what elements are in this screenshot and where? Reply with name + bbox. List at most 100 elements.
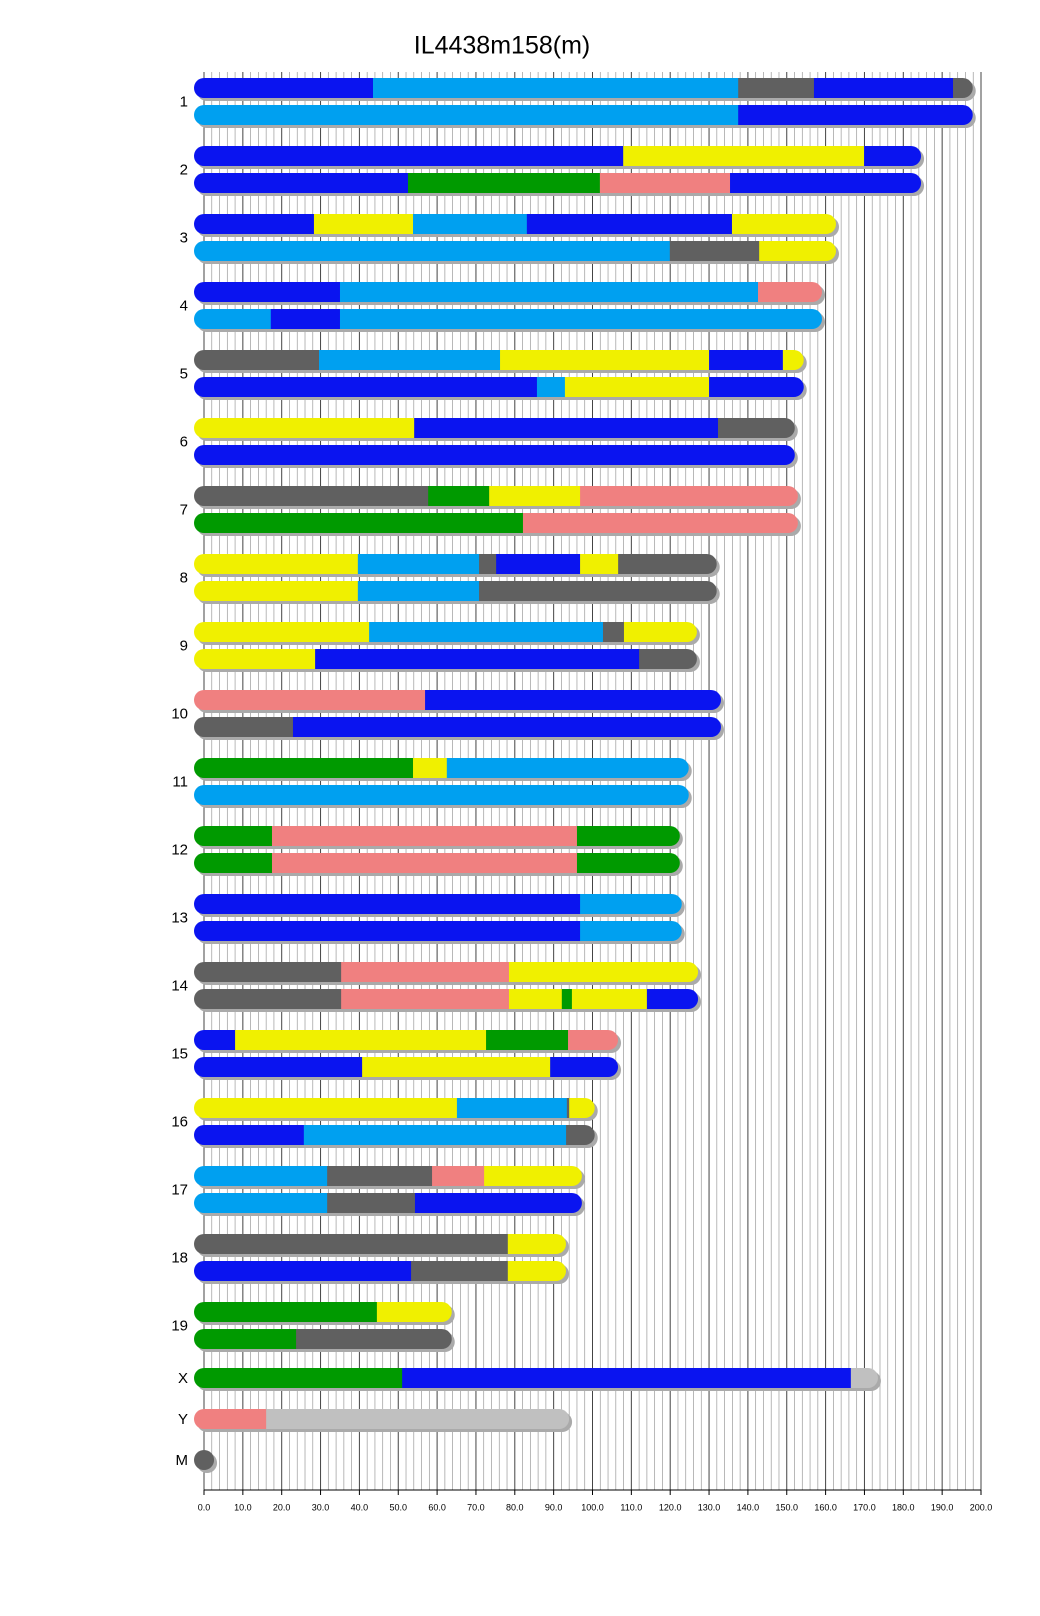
segment bbox=[194, 785, 689, 805]
segment bbox=[194, 989, 342, 1009]
haplotype-bar bbox=[194, 105, 973, 125]
segment bbox=[507, 1261, 566, 1281]
segment bbox=[731, 214, 836, 234]
x-tick-label: 180.0 bbox=[892, 1502, 915, 1512]
segment bbox=[357, 581, 480, 601]
segment bbox=[194, 78, 374, 98]
segment bbox=[194, 418, 415, 438]
segment bbox=[413, 758, 448, 778]
segment bbox=[194, 1329, 297, 1349]
segment bbox=[194, 1368, 403, 1388]
segment bbox=[194, 214, 315, 234]
segment bbox=[759, 241, 836, 261]
chromosome-label: 8 bbox=[180, 569, 188, 586]
haplotype-bar bbox=[194, 350, 804, 370]
x-tick-label: 170.0 bbox=[853, 1502, 876, 1512]
x-tick-label: 130.0 bbox=[698, 1502, 721, 1512]
segment bbox=[623, 622, 697, 642]
segment bbox=[576, 826, 680, 846]
segment bbox=[623, 146, 865, 166]
segment bbox=[194, 758, 414, 778]
x-tick-label: 80.0 bbox=[506, 1502, 524, 1512]
chromosome-label: 1 bbox=[180, 93, 188, 110]
segment bbox=[194, 309, 272, 329]
chromosome-label: Y bbox=[178, 1411, 188, 1428]
haplotype-bar bbox=[194, 717, 721, 737]
haplotype-bar bbox=[194, 214, 836, 234]
haplotype-bar bbox=[194, 1193, 582, 1213]
chromosome-label: X bbox=[178, 1370, 188, 1387]
segment bbox=[564, 377, 710, 397]
segment bbox=[194, 962, 342, 982]
segment bbox=[194, 105, 739, 125]
haplotype-bar bbox=[194, 282, 823, 302]
chromosome-label: 3 bbox=[180, 229, 188, 246]
segment bbox=[194, 241, 671, 261]
haplotype-bar bbox=[194, 513, 798, 533]
segment bbox=[194, 717, 294, 737]
haplotype-bar bbox=[194, 1234, 566, 1254]
segment bbox=[507, 1234, 566, 1254]
segment bbox=[526, 214, 733, 234]
segment bbox=[313, 214, 414, 234]
x-tick-label: 150.0 bbox=[775, 1502, 798, 1512]
x-tick-label: 10.0 bbox=[234, 1502, 252, 1512]
segment bbox=[339, 282, 759, 302]
haplotype-bar bbox=[194, 622, 697, 642]
haplotype-bar bbox=[194, 1329, 452, 1349]
haplotype-bar bbox=[194, 894, 682, 914]
segment bbox=[484, 1166, 582, 1186]
x-tick-label: 190.0 bbox=[931, 1502, 954, 1512]
haplotype-bar bbox=[194, 173, 922, 193]
segment bbox=[271, 826, 578, 846]
segment bbox=[339, 309, 823, 329]
segment bbox=[194, 1057, 363, 1077]
segment bbox=[522, 513, 798, 533]
chromosome-label: 12 bbox=[171, 841, 188, 858]
segment bbox=[717, 418, 795, 438]
segment bbox=[758, 282, 823, 302]
segment bbox=[292, 717, 721, 737]
haplotype-bar bbox=[194, 690, 721, 710]
segment bbox=[850, 1368, 878, 1388]
segment bbox=[194, 921, 581, 941]
segment bbox=[372, 78, 739, 98]
segment bbox=[296, 1329, 452, 1349]
segment bbox=[402, 1368, 852, 1388]
segment bbox=[194, 1409, 267, 1429]
segment bbox=[580, 486, 798, 506]
segment bbox=[813, 78, 954, 98]
segment bbox=[602, 622, 625, 642]
segment bbox=[194, 1302, 378, 1322]
haplotype-bar bbox=[194, 649, 697, 669]
chromosome-label: 11 bbox=[172, 773, 188, 790]
segment bbox=[709, 377, 804, 397]
segment bbox=[194, 1450, 215, 1470]
segment bbox=[580, 554, 619, 574]
segment bbox=[194, 690, 426, 710]
segment bbox=[362, 1057, 551, 1077]
haplotype-bar bbox=[194, 309, 823, 329]
chromosome-label: 6 bbox=[180, 433, 188, 450]
segment bbox=[194, 486, 429, 506]
segment bbox=[194, 146, 624, 166]
segment bbox=[315, 649, 640, 669]
segment bbox=[580, 921, 682, 941]
chromosome-label: 10 bbox=[171, 705, 188, 722]
segment bbox=[194, 173, 409, 193]
chromosome-label: 14 bbox=[171, 977, 188, 994]
haplotype-bar bbox=[194, 758, 689, 778]
x-tick-label: 120.0 bbox=[659, 1502, 682, 1512]
segment bbox=[194, 377, 538, 397]
haplotype-bar bbox=[194, 554, 717, 574]
segment bbox=[194, 445, 795, 465]
segment bbox=[357, 554, 480, 574]
segment bbox=[432, 1166, 485, 1186]
chromosome-label: M bbox=[176, 1452, 189, 1469]
segment bbox=[414, 1193, 582, 1213]
segment bbox=[413, 214, 528, 234]
chromosome-label: 16 bbox=[171, 1113, 188, 1130]
haplotype-bar bbox=[194, 445, 795, 465]
segment bbox=[536, 377, 566, 397]
